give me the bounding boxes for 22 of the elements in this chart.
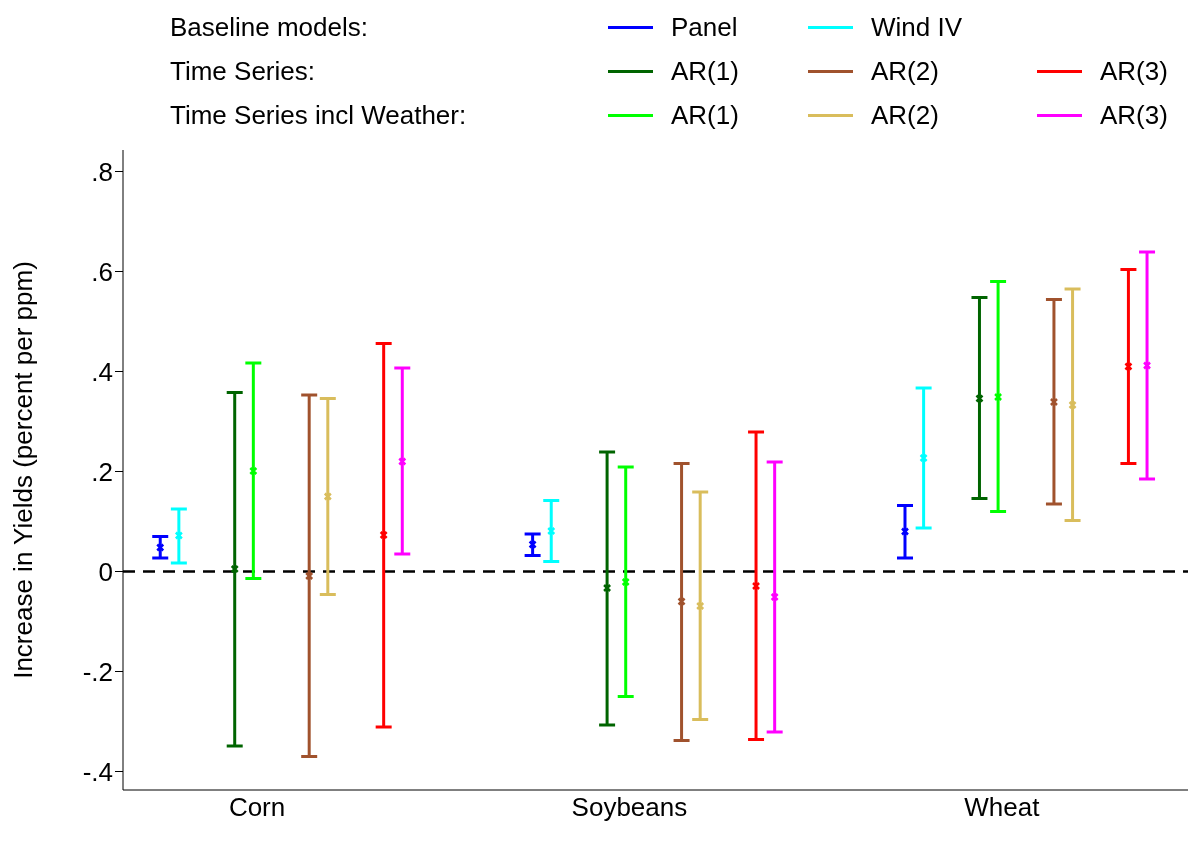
y-tick-label: -.4 xyxy=(82,756,113,787)
x-tick-label: Corn xyxy=(228,792,286,823)
text: Time Series incl Weather: xyxy=(170,100,467,131)
x-tick-label: Wheat xyxy=(964,792,1041,823)
y-axis-title: Increase in Yields (percent per ppm) xyxy=(8,261,39,679)
y-tick-label: 0 xyxy=(98,556,113,587)
y-tick-label: .6 xyxy=(91,256,113,287)
legend-label: AR(2) xyxy=(871,56,939,87)
legend-label: AR(3) xyxy=(1100,56,1168,87)
x-tick-label: Soybeans xyxy=(571,792,688,823)
y-tick-label: .4 xyxy=(91,356,113,387)
legend-label: Wind IV xyxy=(871,12,963,43)
text: Baseline models: xyxy=(170,12,368,43)
legend-label: Panel xyxy=(671,12,738,43)
y-tick-label: .8 xyxy=(91,156,113,187)
legend-label: AR(3) xyxy=(1100,100,1168,131)
legend-label: AR(1) xyxy=(671,56,739,87)
legend-label: AR(2) xyxy=(871,100,939,131)
text: Time Series: xyxy=(170,56,315,87)
y-tick-label: -.2 xyxy=(82,656,113,687)
y-tick-label: .2 xyxy=(91,456,113,487)
legend-label: AR(1) xyxy=(671,100,739,131)
